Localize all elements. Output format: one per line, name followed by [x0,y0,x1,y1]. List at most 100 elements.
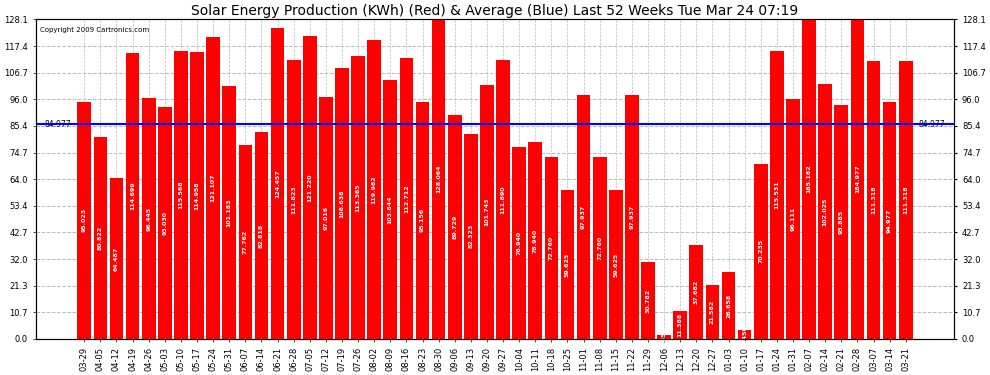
Text: 97.016: 97.016 [324,206,329,230]
Bar [835,105,848,339]
Text: 11.388: 11.388 [678,313,683,337]
Text: 72.760: 72.760 [597,236,602,260]
Bar [126,53,140,339]
Text: 84.977: 84.977 [45,120,71,129]
Text: 93.030: 93.030 [162,211,167,235]
Text: 111.318: 111.318 [903,186,908,214]
Text: 1.650: 1.650 [661,327,666,347]
Bar [802,20,816,339]
Text: 121.107: 121.107 [211,174,216,202]
Text: 112.712: 112.712 [404,184,409,213]
Text: 95.023: 95.023 [82,209,87,232]
Bar [866,61,880,339]
Text: 78.940: 78.940 [533,228,538,252]
Bar [319,97,333,339]
Bar [254,132,268,339]
Bar [883,102,897,339]
Bar [206,37,220,339]
Text: 59.625: 59.625 [613,252,619,277]
Bar [223,87,236,339]
Text: 108.638: 108.638 [340,189,345,217]
Bar [673,310,687,339]
Bar [577,94,590,339]
Text: 103.644: 103.644 [388,195,393,224]
Text: 97.937: 97.937 [581,205,586,229]
Text: 26.658: 26.658 [726,294,731,318]
Text: 64.487: 64.487 [114,246,119,271]
Bar [754,164,767,339]
Text: 82.818: 82.818 [259,224,264,248]
Bar [529,142,543,339]
Bar [496,60,510,339]
Text: 84.977: 84.977 [919,120,945,129]
Bar [738,330,751,339]
Bar [432,20,446,339]
Bar [657,335,671,339]
Text: 59.625: 59.625 [565,252,570,277]
Bar [899,61,913,339]
Bar [416,102,430,339]
Text: 21.582: 21.582 [710,300,715,324]
Bar [593,158,607,339]
Bar [239,145,252,339]
Bar [287,60,301,339]
Bar [722,272,736,339]
Text: 111.890: 111.890 [501,185,506,214]
Text: 114.699: 114.699 [130,182,135,210]
Bar [706,285,720,339]
Text: 82.323: 82.323 [468,224,473,248]
Text: 72.760: 72.760 [548,236,553,260]
Text: 94.977: 94.977 [887,209,892,232]
Text: 3.450: 3.450 [742,325,747,345]
Text: 113.365: 113.365 [355,183,360,212]
Bar [464,134,478,339]
Bar [351,56,365,339]
Text: 93.885: 93.885 [839,210,843,234]
Bar [367,40,381,339]
Text: 119.982: 119.982 [371,175,377,204]
Text: 165.182: 165.182 [807,165,812,194]
Text: 89.729: 89.729 [452,215,457,239]
Text: 124.457: 124.457 [275,170,280,198]
Text: 102.025: 102.025 [823,198,828,226]
Bar [400,58,413,339]
Bar [270,28,284,339]
Bar [303,36,317,339]
Text: 95.156: 95.156 [420,208,425,232]
Text: 121.220: 121.220 [307,174,312,202]
Bar [383,80,397,339]
Bar [642,262,654,339]
Text: 111.318: 111.318 [871,186,876,214]
Bar [625,94,639,339]
Bar [447,115,461,339]
Bar [158,107,171,339]
Text: 115.531: 115.531 [774,180,779,209]
Bar [77,102,91,339]
Bar [336,68,348,339]
Bar [560,190,574,339]
Text: 115.568: 115.568 [178,180,183,209]
Text: 96.111: 96.111 [790,207,796,231]
Bar [110,178,124,339]
Bar [512,147,526,339]
Bar [93,137,107,339]
Bar [142,98,155,339]
Bar [190,52,204,339]
Bar [609,190,623,339]
Bar [819,84,832,339]
Bar [689,245,703,339]
Bar [786,99,800,339]
Text: 114.958: 114.958 [194,181,200,210]
Text: 128.064: 128.064 [437,165,442,194]
Bar [770,51,784,339]
Text: Copyright 2009 Cartronics.com: Copyright 2009 Cartronics.com [41,27,149,33]
Text: 97.937: 97.937 [630,205,635,229]
Text: 96.445: 96.445 [147,207,151,231]
Bar [480,85,494,339]
Bar [850,20,864,339]
Title: Solar Energy Production (KWh) (Red) & Average (Blue) Last 52 Weeks Tue Mar 24 07: Solar Energy Production (KWh) (Red) & Av… [191,4,799,18]
Text: 101.743: 101.743 [484,198,489,226]
Text: 30.782: 30.782 [645,288,650,313]
Text: 77.762: 77.762 [243,230,248,254]
Bar [174,51,188,339]
